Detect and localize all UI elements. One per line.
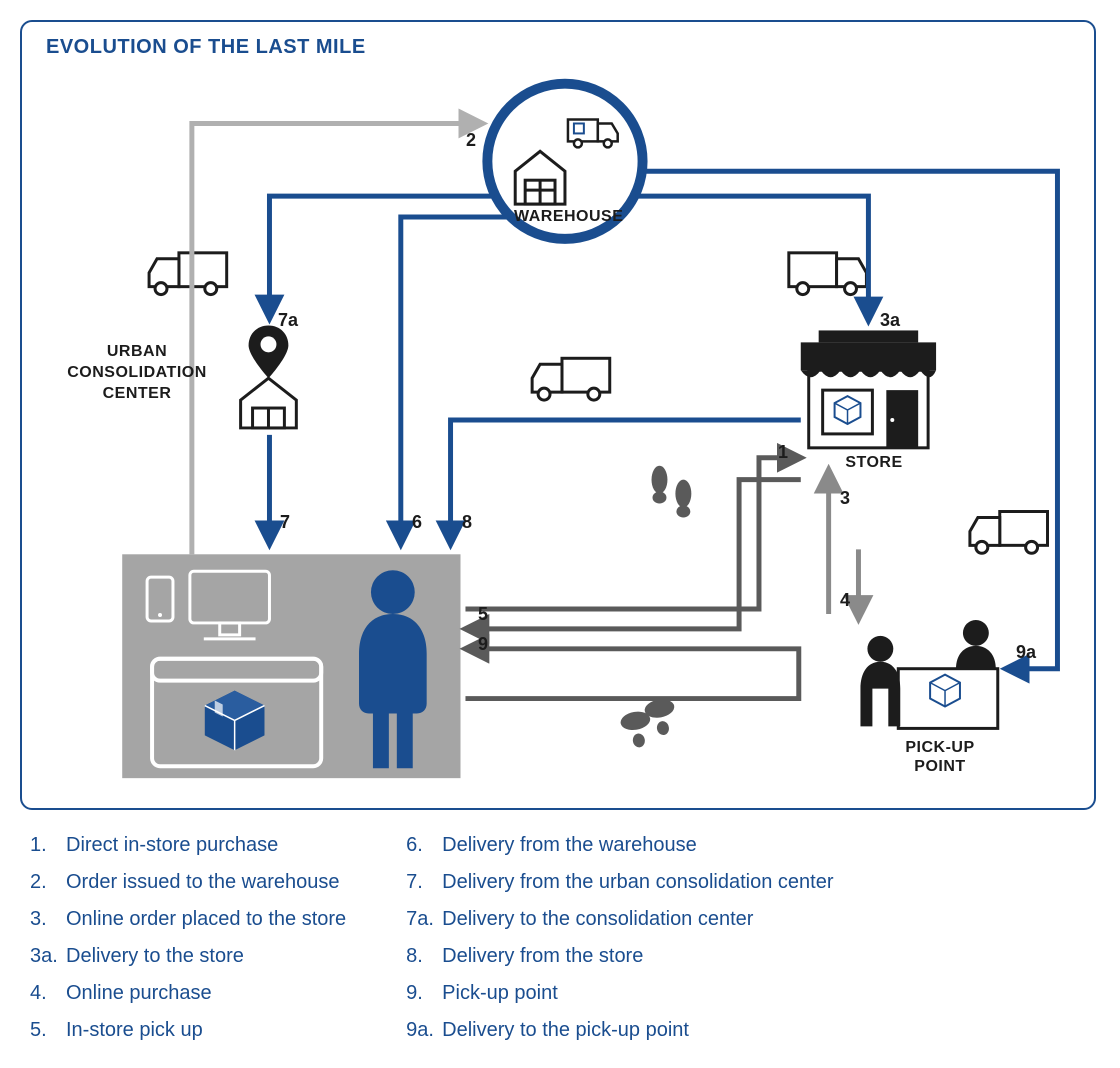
truck-icon <box>789 253 867 295</box>
diagram-svg <box>22 22 1094 808</box>
label-8: 8 <box>462 512 472 533</box>
legend-item: 9a.Delivery to the pick-up point <box>406 1019 833 1042</box>
legend-item: 3.Online order placed to the store <box>30 908 346 931</box>
legend-text: Delivery to the pick-up point <box>442 1019 689 1042</box>
legend-item: 8.Delivery from the store <box>406 945 833 968</box>
truck-icon <box>149 253 227 295</box>
edge-7a <box>269 196 494 318</box>
legend-text: Delivery from the warehouse <box>442 834 697 857</box>
truck-icon <box>532 358 610 400</box>
legend-text: Delivery from the urban consolidation ce… <box>442 871 833 894</box>
legend-item: 7a.Delivery to the consolidation center <box>406 908 833 931</box>
legend-text: Online order placed to the store <box>66 908 346 931</box>
footprints-icon <box>619 697 676 748</box>
legend-num: 6. <box>406 834 442 857</box>
pickup-label: PICK-UP POINT <box>890 738 990 776</box>
label-1: 1 <box>778 442 788 463</box>
legend-num: 3a. <box>30 945 66 968</box>
label-9: 9 <box>478 634 488 655</box>
label-7: 7 <box>280 512 290 533</box>
legend-item: 5.In-store pick up <box>30 1019 346 1042</box>
legend-text: Direct in-store purchase <box>66 834 278 857</box>
label-5: 5 <box>478 604 488 625</box>
legend-num: 2. <box>30 871 66 894</box>
legend-text: Delivery to the consolidation center <box>442 908 753 931</box>
label-3a: 3a <box>880 310 900 331</box>
pickup-icon <box>860 620 997 728</box>
label-2: 2 <box>466 130 476 151</box>
legend-item: 3a.Delivery to the store <box>30 945 346 968</box>
legend-item: 9.Pick-up point <box>406 982 833 1005</box>
edge-9 <box>465 649 798 699</box>
legend-item: 4.Online purchase <box>30 982 346 1005</box>
legend-num: 3. <box>30 908 66 931</box>
legend-num: 8. <box>406 945 442 968</box>
edge-6 <box>401 217 515 544</box>
ucc-icon <box>241 325 297 427</box>
legend-text: Delivery from the store <box>442 945 643 968</box>
legend-num: 1. <box>30 834 66 857</box>
legend-num: 9. <box>406 982 442 1005</box>
label-3: 3 <box>840 488 850 509</box>
truck-icon <box>970 512 1048 554</box>
legend-item: 7.Delivery from the urban consolidation … <box>406 871 833 894</box>
legend-col-1: 1.Direct in-store purchase2.Order issued… <box>30 834 346 1042</box>
legend-num: 7. <box>406 871 442 894</box>
legend-item: 1.Direct in-store purchase <box>30 834 346 857</box>
legend-num: 9a. <box>406 1019 442 1042</box>
store-label: STORE <box>834 454 914 472</box>
legend-num: 4. <box>30 982 66 1005</box>
legend-text: Order issued to the warehouse <box>66 871 340 894</box>
diagram-frame: EVOLUTION OF THE LAST MILE <box>20 20 1096 810</box>
ucc-label: URBAN CONSOLIDATION CENTER <box>57 342 217 404</box>
legend-item: 6.Delivery from the warehouse <box>406 834 833 857</box>
legend-text: Pick-up point <box>442 982 558 1005</box>
legend-col-2: 6.Delivery from the warehouse7.Delivery … <box>406 834 833 1042</box>
warehouse-label: WAREHOUSE <box>514 208 620 226</box>
footprints-icon <box>652 466 692 518</box>
legend: 1.Direct in-store purchase2.Order issued… <box>20 834 1100 1042</box>
label-9a: 9a <box>1016 642 1036 663</box>
legend-text: Delivery to the store <box>66 945 244 968</box>
legend-num: 7a. <box>406 908 442 931</box>
legend-text: Online purchase <box>66 982 212 1005</box>
legend-num: 5. <box>30 1019 66 1042</box>
legend-text: In-store pick up <box>66 1019 203 1042</box>
label-4: 4 <box>840 590 850 611</box>
store-icon <box>801 330 936 447</box>
label-6: 6 <box>412 512 422 533</box>
label-7a: 7a <box>278 310 298 331</box>
legend-item: 2.Order issued to the warehouse <box>30 871 346 894</box>
edge-2 <box>192 123 483 554</box>
